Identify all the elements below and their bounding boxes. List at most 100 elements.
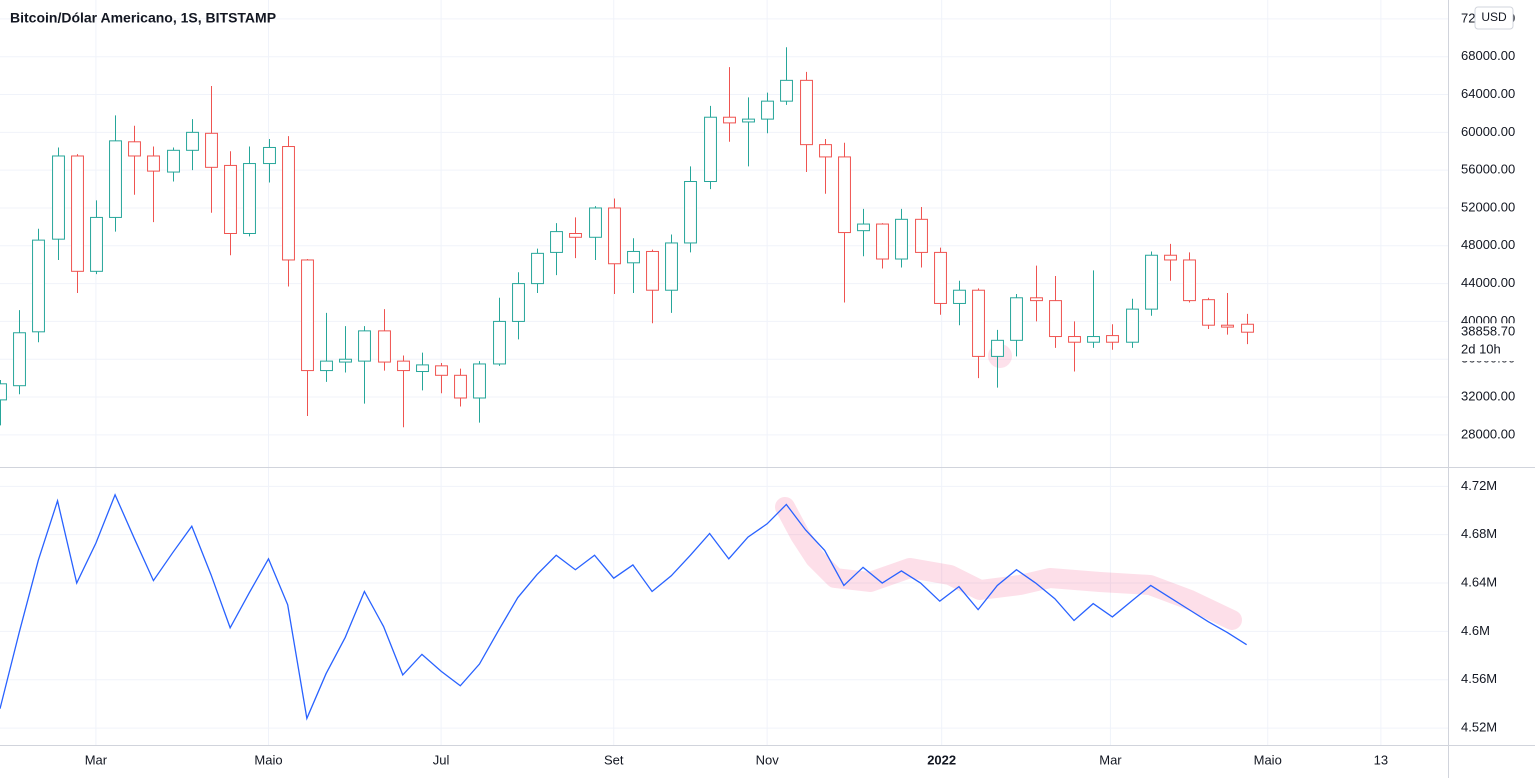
candle-body — [147, 155, 160, 172]
candle-body — [742, 118, 755, 123]
y-tick-label: 68000.00 — [1461, 48, 1515, 63]
candle-body — [339, 358, 352, 363]
candle-body — [282, 146, 295, 261]
candle-body — [263, 146, 276, 165]
candle-body — [761, 100, 774, 120]
candle-body — [953, 289, 966, 304]
candle-body — [1030, 297, 1043, 302]
candle-body — [71, 155, 84, 272]
highlight-stroke — [775, 497, 1242, 630]
candle-body — [972, 289, 985, 357]
candle-body — [1010, 297, 1023, 341]
y-tick-label: 48000.00 — [1461, 237, 1515, 252]
last-price-box — [1450, 323, 1535, 362]
x-tick-label: Set — [604, 752, 624, 767]
candle-body — [224, 164, 237, 234]
currency-label: USD — [1481, 10, 1507, 24]
candle-body — [838, 156, 851, 234]
y-tick-label: 56000.00 — [1461, 162, 1515, 177]
candle-body — [320, 360, 333, 372]
y-tick-label: 44000.00 — [1461, 275, 1515, 290]
candle-body — [1241, 323, 1254, 333]
candle-body — [301, 259, 314, 372]
candle-body — [0, 383, 7, 401]
candle-body — [991, 339, 1004, 357]
candle-body — [627, 250, 640, 264]
candle-body — [800, 79, 813, 146]
currency-box — [1474, 6, 1514, 30]
candle-body — [608, 207, 621, 265]
candle-body — [1145, 254, 1158, 310]
y-tick-label: 4.68M — [1461, 526, 1497, 541]
axis-layer: Mar Maio Jul Set Nov 2022 Mar Maio 13 28000.00 320… — [85, 6, 1535, 767]
candle-body — [205, 132, 218, 168]
candle-body — [876, 223, 889, 260]
candle-body — [1164, 254, 1177, 261]
candle-body — [704, 116, 717, 183]
candle-body — [895, 218, 908, 260]
y-tick-label: 4.72M — [1461, 478, 1497, 493]
candle-body — [32, 239, 45, 333]
candle-body — [531, 252, 544, 285]
chart-title: Bitcoin/Dólar Americano, 1S, BITSTAMP — [10, 10, 276, 26]
y-tick-label: 52000.00 — [1461, 199, 1515, 214]
y-tick-label: 4.56M — [1461, 671, 1497, 686]
indicator-line — [0, 493, 1247, 721]
candle-body — [397, 360, 410, 372]
x-tick-label: Jul — [433, 752, 450, 767]
countdown-label: 2d 10h — [1461, 342, 1501, 357]
candle-body — [109, 140, 122, 218]
y-tick-label: 4.6M — [1461, 623, 1490, 638]
y-tick-label: 32000.00 — [1461, 388, 1515, 403]
candle-body — [1202, 299, 1215, 326]
candle-body — [243, 163, 256, 235]
candle-body — [52, 155, 65, 240]
candle-body — [723, 116, 736, 124]
candle-body — [493, 320, 506, 365]
y-tick-label: 28000.00 — [1461, 426, 1515, 441]
candle-body — [1221, 324, 1234, 328]
x-tick-label: Maio — [1254, 752, 1282, 767]
x-tick-label: Nov — [756, 752, 780, 767]
candle-body — [1068, 336, 1081, 343]
candle-body — [934, 251, 947, 304]
candle-body — [378, 330, 391, 363]
y-tick-label: 64000.00 — [1461, 86, 1515, 101]
candle-body — [684, 181, 697, 244]
x-tick-label: 2022 — [927, 752, 956, 767]
candle-body — [167, 149, 180, 173]
candle-body — [128, 141, 141, 157]
candle-body — [435, 365, 448, 376]
x-tick-label: 13 — [1374, 752, 1388, 767]
x-tick-label: Mar — [85, 752, 108, 767]
x-tick-label: Mar — [1099, 752, 1122, 767]
candle-body — [512, 283, 525, 322]
candle-body — [1183, 259, 1196, 302]
y-tick-label: 60000.00 — [1461, 124, 1515, 139]
candle-body — [454, 374, 467, 399]
x-tick-label: Maio — [254, 752, 282, 767]
candle-body — [780, 79, 793, 102]
candle-body — [1049, 300, 1062, 338]
candle-body — [13, 332, 26, 387]
y-tick-label: 4.52M — [1461, 720, 1497, 735]
candle-body — [915, 218, 928, 253]
marks — [0, 47, 1254, 721]
candle-body — [550, 231, 563, 253]
candle-body — [1106, 335, 1119, 343]
candle-body — [186, 131, 199, 151]
candle-body — [857, 223, 870, 232]
candle-body — [569, 233, 582, 238]
last-price-label: 38858.70 — [1461, 324, 1515, 339]
candle-body — [646, 250, 659, 291]
candle-body — [1126, 308, 1139, 343]
candle-body — [416, 364, 429, 373]
candle-body — [90, 216, 103, 272]
candle-body — [819, 144, 832, 158]
candle-body — [589, 207, 602, 238]
candle-body — [358, 330, 371, 362]
y-tick-label: 4.64M — [1461, 574, 1497, 589]
grid-layer — [0, 0, 1448, 745]
